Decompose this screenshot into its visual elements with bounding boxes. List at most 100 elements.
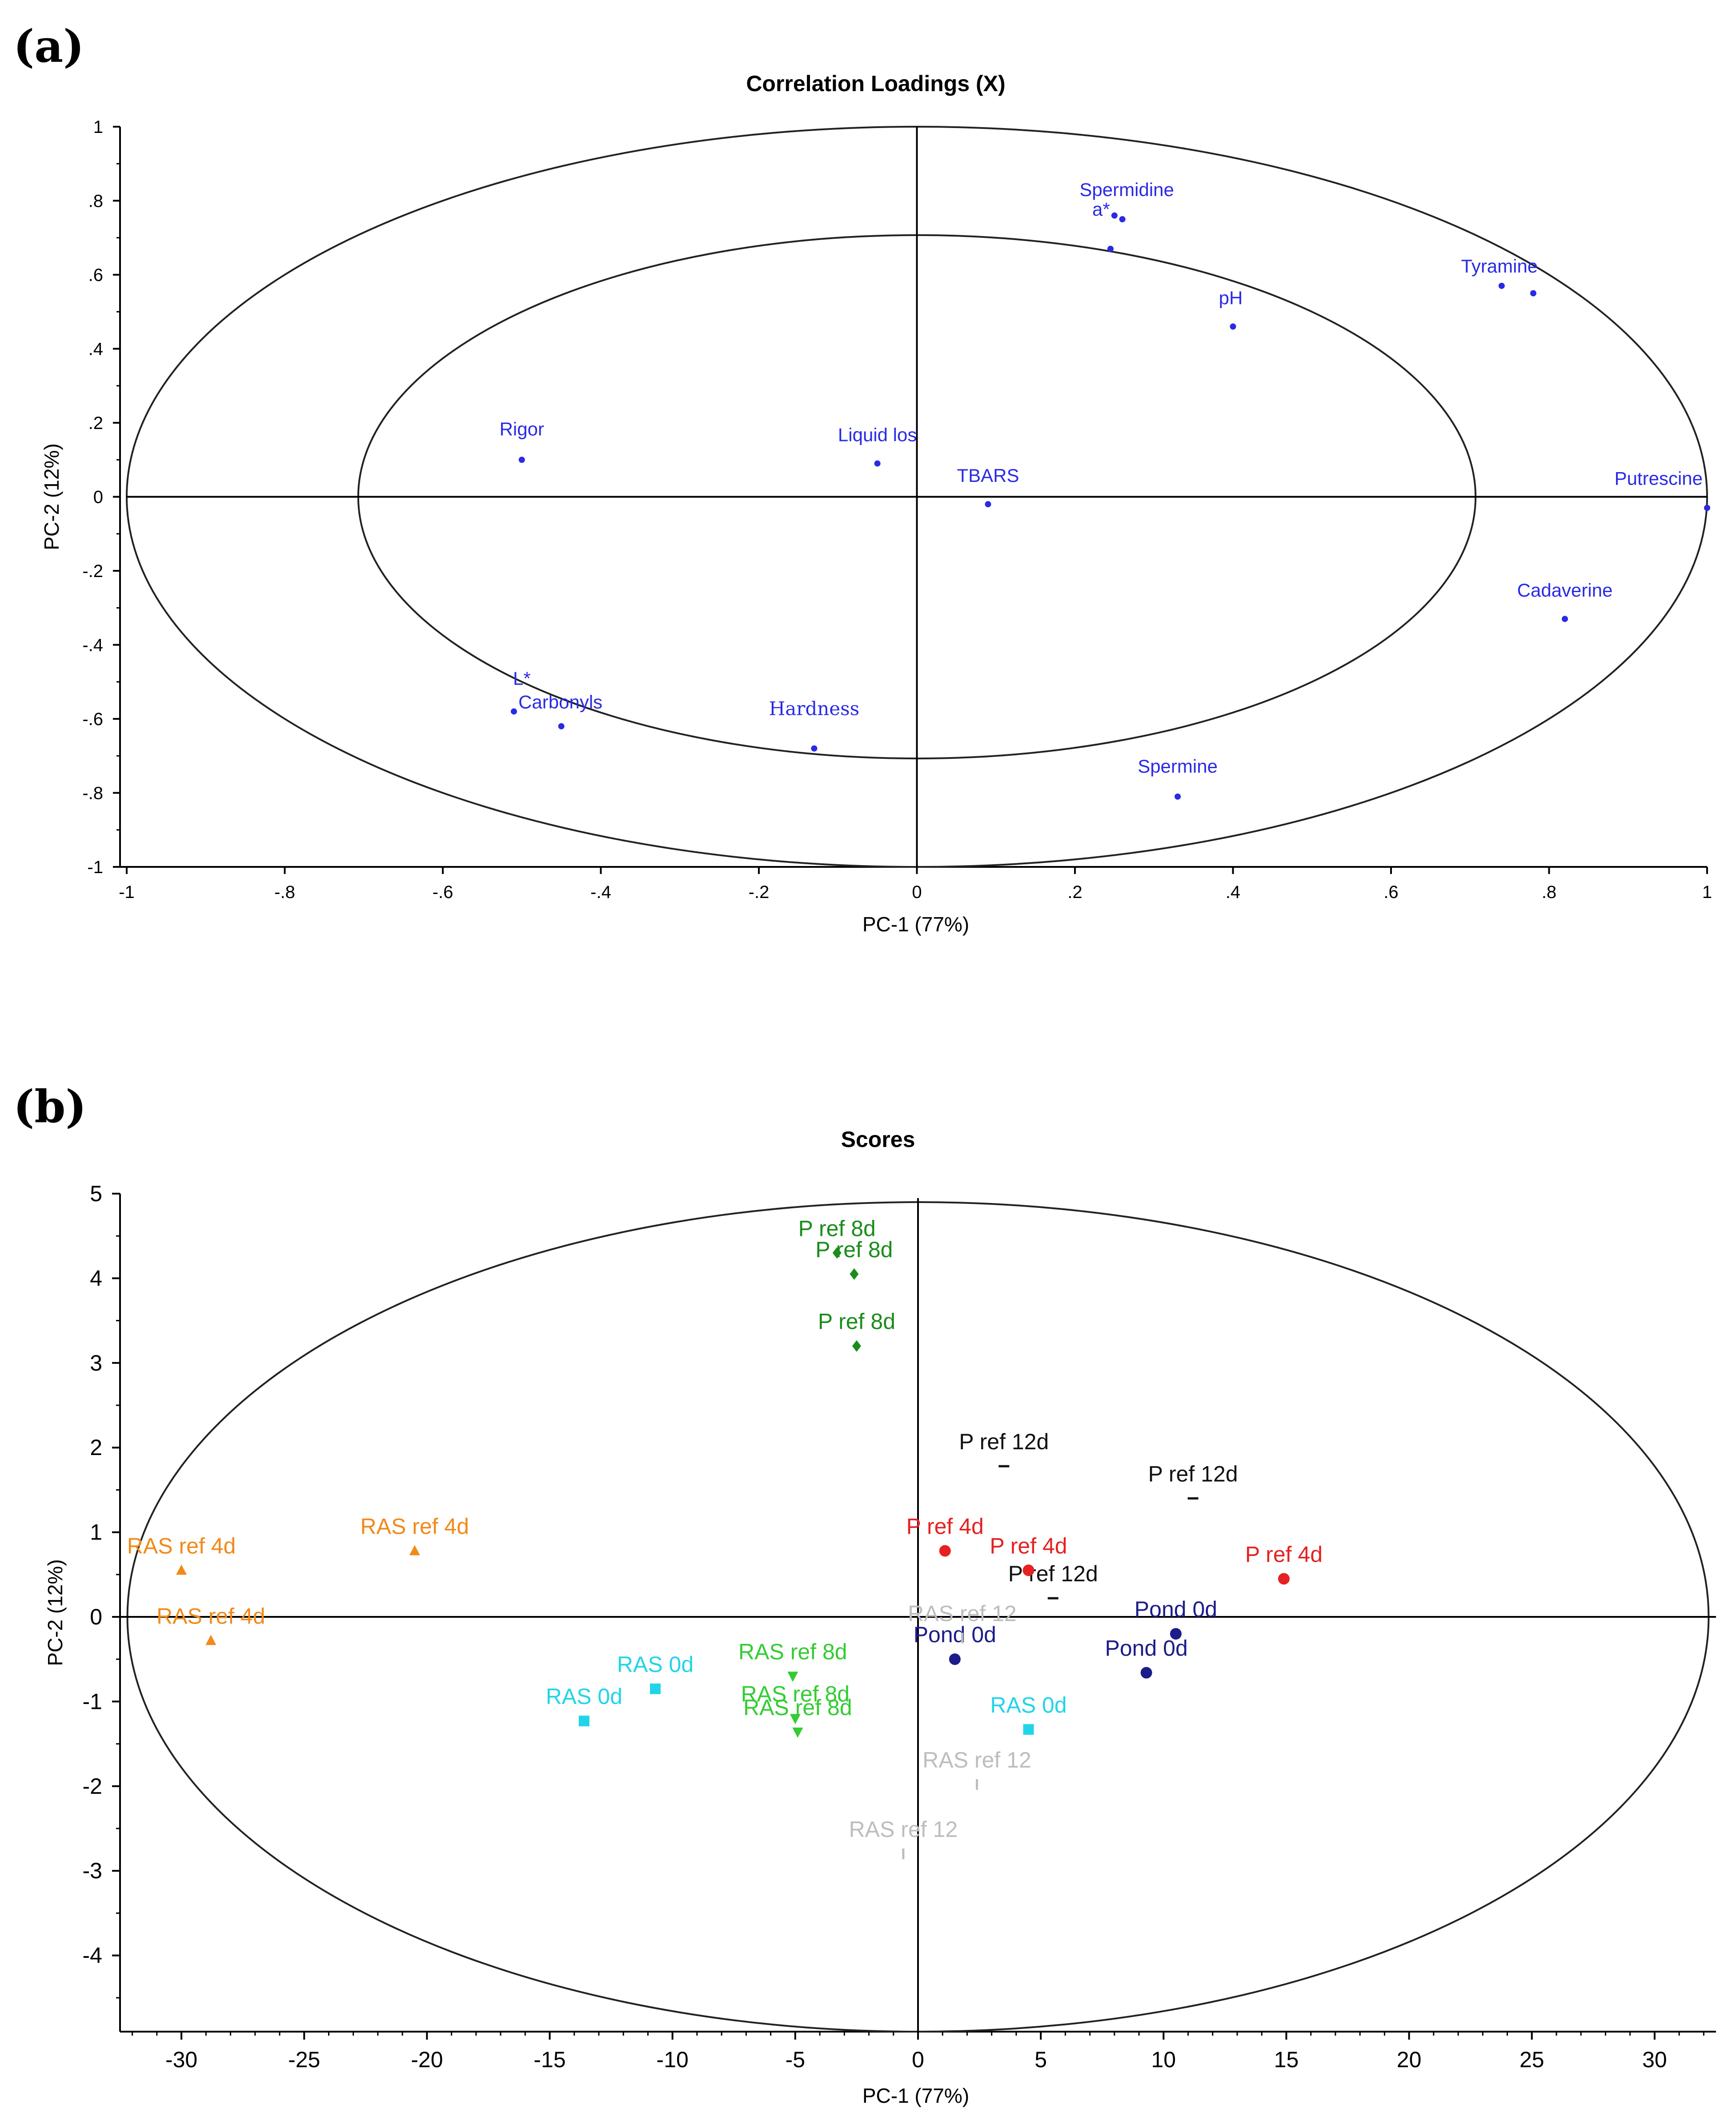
y-axis-title: PC-2 (12%) [40,443,63,550]
chart-b-scores: Scores-30 -25 -20 -15 -10 -5 0 5 10 15 20 25 30-4-3-… [44,1127,1716,2107]
score-marker-circle [949,1653,961,1665]
loading-label: Spermidine [1079,179,1174,200]
y-tick-label: -.4 [82,636,103,655]
score-label: P ref 8d [798,1216,876,1241]
y-tick-label: .8 [88,192,103,211]
score-label: RAS 0d [546,1684,622,1709]
chart-title: Correlation Loadings (X) [746,71,1005,96]
x-tick-label: -.4 [590,882,611,902]
score-label: P ref 8d [818,1309,895,1334]
score-label: RAS ref 4d [156,1604,265,1628]
panel-label-a: (a) [13,20,84,72]
y-tick-label: 1 [93,117,103,137]
loading-point [558,723,565,730]
x-tick-label: -5 [786,2047,805,2072]
x-tick-label: .6 [1383,882,1398,902]
score-marker-triangle-down [787,1672,798,1682]
score-label: P ref 12d [959,1429,1049,1454]
loading-label: Hardness [769,698,860,720]
x-tick-label: 5 [1034,2047,1047,2072]
x-tick-label: 0 [912,2047,924,2072]
y-tick-label: -.8 [82,784,103,803]
score-marker-diamond [832,1247,842,1259]
loading-label: Carbonyls [518,692,602,713]
x-tick-label: 25 [1520,2047,1544,2072]
x-tick-label: -15 [533,2047,565,2072]
x-axis-title: PC-1 (77%) [862,2084,969,2107]
score-label: P ref 8d [815,1237,893,1262]
score-marker-triangle [205,1635,216,1645]
x-tick-label: 1 [1702,882,1712,902]
score-label: RAS ref 12 [849,1817,958,1842]
loading-point [518,457,525,463]
loading-point [1530,290,1536,297]
y-tick-label: -.6 [82,710,103,729]
y-tick-label: 1 [90,1520,102,1545]
score-label: RAS ref 8d [738,1639,847,1664]
score-label: P ref 12d [1008,1561,1098,1586]
score-marker-diamond [852,1340,861,1352]
score-marker-square [578,1716,589,1727]
score-marker-circle [1278,1573,1290,1585]
loading-label: a* [1092,199,1110,220]
loading-label: Tyramine [1461,256,1538,277]
y-tick-label: 3 [90,1351,102,1375]
score-marker-circle [939,1545,951,1557]
loading-point [1175,793,1181,800]
x-tick-label: -10 [657,2047,689,2072]
loading-point [1111,212,1118,219]
loading-point [1107,245,1114,252]
y-tick-label: 0 [93,488,103,507]
score-label: RAS ref 12 [908,1601,1017,1626]
loading-label: Rigor [500,418,544,439]
x-tick-label: -.8 [274,882,295,902]
y-tick-label: 4 [90,1266,102,1291]
x-tick-label: .4 [1226,882,1240,902]
y-axis-title: PC-2 (12%) [44,1559,67,1666]
loading-label: TBARS [957,465,1019,486]
x-tick-label: 0 [912,882,922,902]
score-marker-circle [1170,1628,1182,1640]
score-label: Pond 0d [1135,1597,1217,1622]
loading-point [874,460,881,467]
score-label: RAS ref 4d [360,1514,469,1539]
score-marker-triangle-down [790,1714,801,1724]
score-label: Pond 0d [914,1622,996,1647]
y-tick-label: -2 [83,1774,102,1799]
score-marker-square [1023,1724,1034,1735]
y-tick-label: .6 [88,265,103,285]
score-label: RAS ref 8d [743,1695,852,1720]
score-label: P ref 4d [990,1533,1067,1558]
y-tick-label: .2 [88,413,103,433]
score-label: Pond 0d [1105,1636,1188,1661]
y-tick-label: -4 [83,1943,102,1968]
x-tick-label: 10 [1151,2047,1176,2072]
loading-point [985,501,991,508]
panel-label-b: (b) [13,1080,87,1133]
y-tick-label: 0 [90,1604,102,1629]
loading-label: L* [513,668,531,689]
score-label: RAS 0d [617,1652,694,1677]
score-marker-circle [1140,1667,1152,1679]
y-tick-label: 5 [90,1181,102,1206]
x-tick-label: -30 [165,2047,197,2072]
score-label: P ref 4d [1245,1542,1323,1567]
x-axis-title: PC-1 (77%) [862,913,969,936]
chart-title: Scores [841,1127,915,1152]
x-tick-label: -25 [288,2047,320,2072]
score-label: P ref 12d [1148,1461,1238,1486]
chart-a-correlation-loadings: Correlation Loadings (X) -1 -.8 -.6 -.4 -.2 0.… [40,71,1712,936]
score-label: RAS ref 8d [741,1682,850,1707]
loading-label: Spermine [1138,756,1218,777]
y-tick-label: .4 [88,340,103,359]
loading-label: Cadaverine [1517,580,1613,601]
x-tick-label: -.6 [433,882,453,902]
loading-point [811,745,818,752]
score-label: P ref 4d [906,1514,984,1539]
score-marker-circle [1022,1564,1034,1576]
x-tick-label: 30 [1642,2047,1667,2072]
score-label: RAS ref 4d [127,1533,236,1558]
loading-label: pH [1219,288,1243,309]
loading-point [510,708,517,715]
loading-label: Putrescine [1615,468,1703,489]
